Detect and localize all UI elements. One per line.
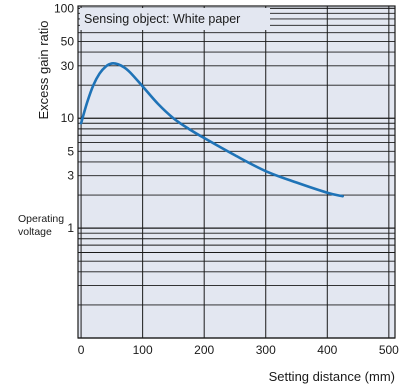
x-tick-label: 0 xyxy=(78,343,85,357)
x-tick-label: 500 xyxy=(379,343,399,357)
operating-voltage-label-line2: voltage xyxy=(18,226,52,238)
y-tick-labels: 1 3 5 10 30 50 100 xyxy=(54,1,74,235)
x-tick-label: 100 xyxy=(133,343,153,357)
y-tick-label: 5 xyxy=(67,144,74,158)
plot-area xyxy=(78,6,395,338)
legend-box xyxy=(80,8,270,30)
y-tick-label: 3 xyxy=(67,169,74,183)
operating-voltage-label-line1: Operating xyxy=(18,213,64,225)
y-tick-label: 1 xyxy=(67,221,74,235)
y-axis-label: Excess gain ratio xyxy=(36,21,51,120)
grid-lines xyxy=(78,6,395,339)
x-axis-label: Setting distance (mm) xyxy=(269,369,395,384)
x-tick-label: 200 xyxy=(194,343,214,357)
y-tick-label: 10 xyxy=(61,111,75,125)
y-tick-label: 100 xyxy=(54,1,74,15)
x-tick-labels: 0 100 200 300 400 500 xyxy=(78,343,399,357)
series-line-white-paper xyxy=(79,62,344,198)
legend-sensing-object: Sensing object: White paper xyxy=(84,12,240,26)
y-tick-label: 50 xyxy=(61,34,75,48)
series-group xyxy=(79,62,344,198)
y-tick-label: 30 xyxy=(61,59,75,73)
x-tick-label: 300 xyxy=(256,343,276,357)
x-tick-label: 400 xyxy=(317,343,337,357)
plot-frame xyxy=(77,5,396,339)
